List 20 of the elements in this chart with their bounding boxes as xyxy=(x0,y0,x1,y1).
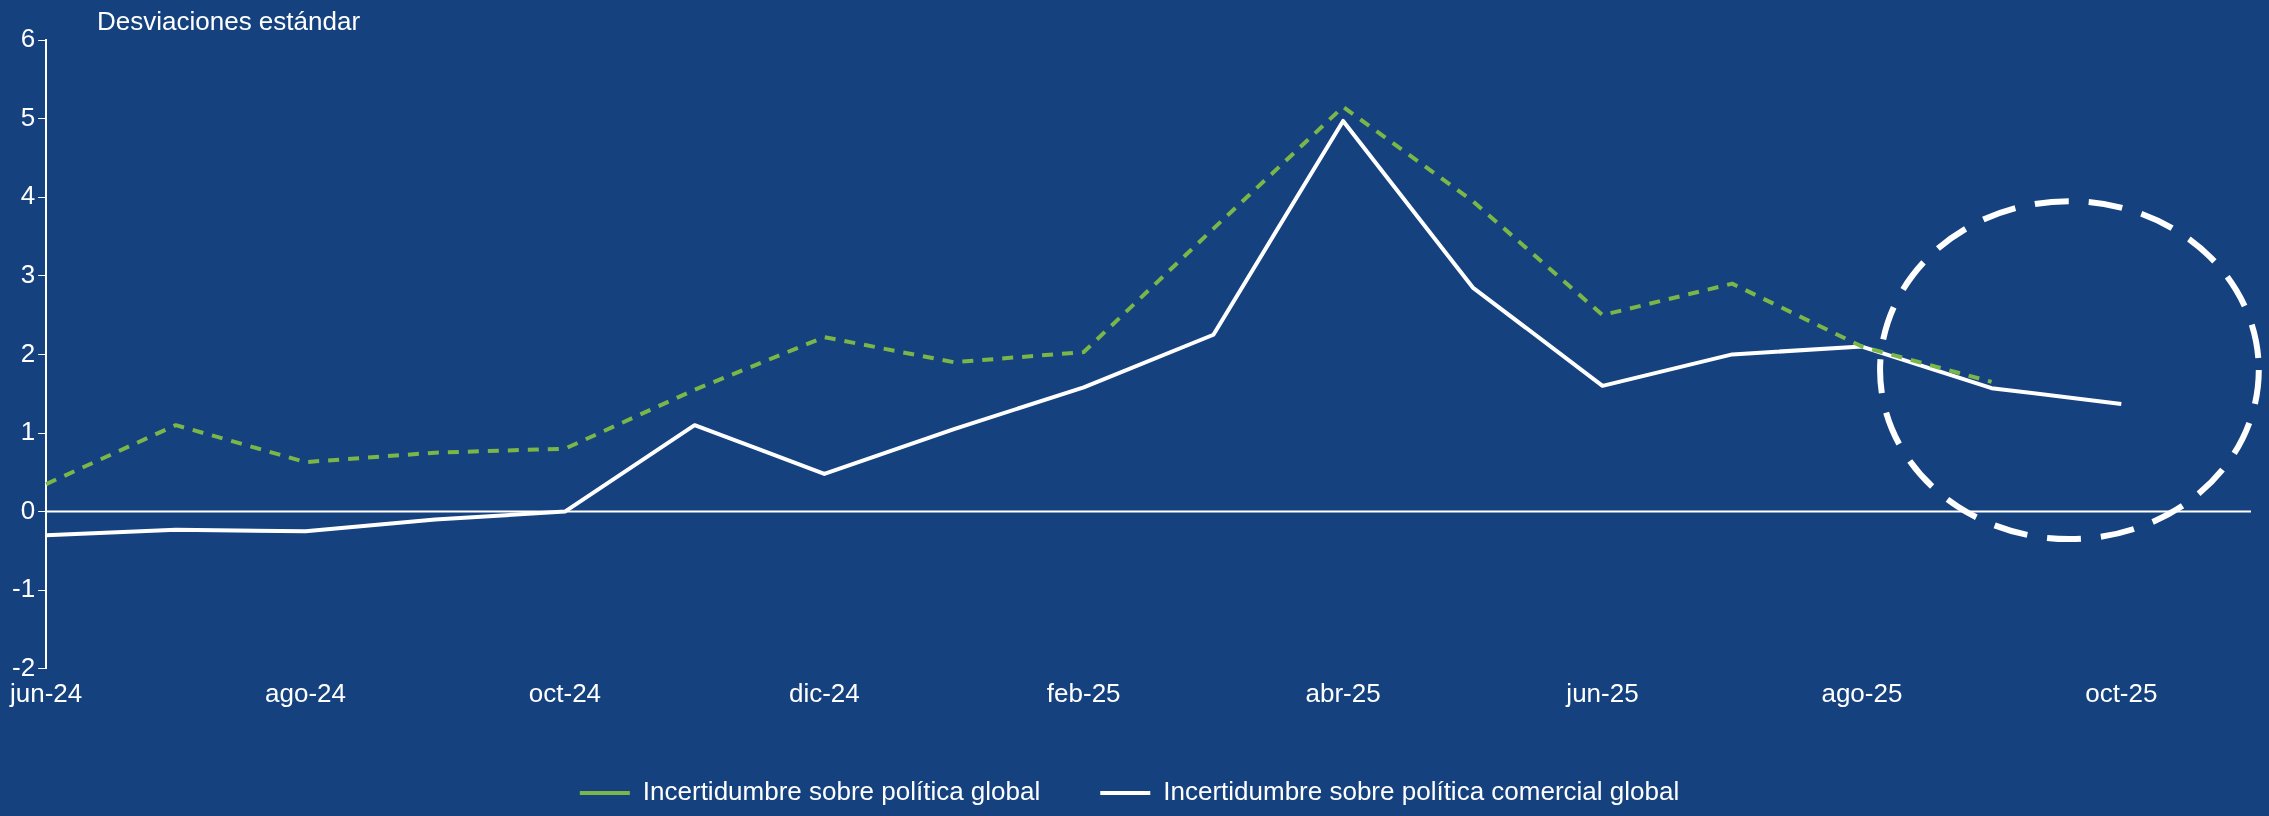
x-tick-label: oct-24 xyxy=(528,677,602,708)
y-tick-label: 4 xyxy=(20,180,36,211)
y-tick-label: 3 xyxy=(20,258,36,289)
x-tick-label: ago-25 xyxy=(1821,677,1903,708)
y-tick-label: 5 xyxy=(20,101,36,132)
y-tick-label: 2 xyxy=(20,337,36,368)
line-series xyxy=(44,104,1994,487)
x-tick-label: jun-25 xyxy=(1565,677,1639,708)
legend-label: Incertidumbre sobre política comercial global xyxy=(1163,776,1680,807)
y-tick-label: -1 xyxy=(12,573,36,604)
x-tick-label: ago-24 xyxy=(265,677,347,708)
x-tick-label: oct-25 xyxy=(2085,677,2158,708)
y-axis-title: Desviaciones estándar xyxy=(97,6,361,37)
x-tick-label: abr-25 xyxy=(1305,677,1381,708)
y-tick-label: 0 xyxy=(20,494,36,525)
x-tick-label: dic-24 xyxy=(788,677,860,708)
legend-label: Incertidumbre sobre política global xyxy=(642,776,1041,807)
y-tick-label: 6 xyxy=(20,23,36,54)
y-tick-label: 1 xyxy=(20,416,36,447)
x-tick-label: feb-25 xyxy=(1046,677,1121,708)
